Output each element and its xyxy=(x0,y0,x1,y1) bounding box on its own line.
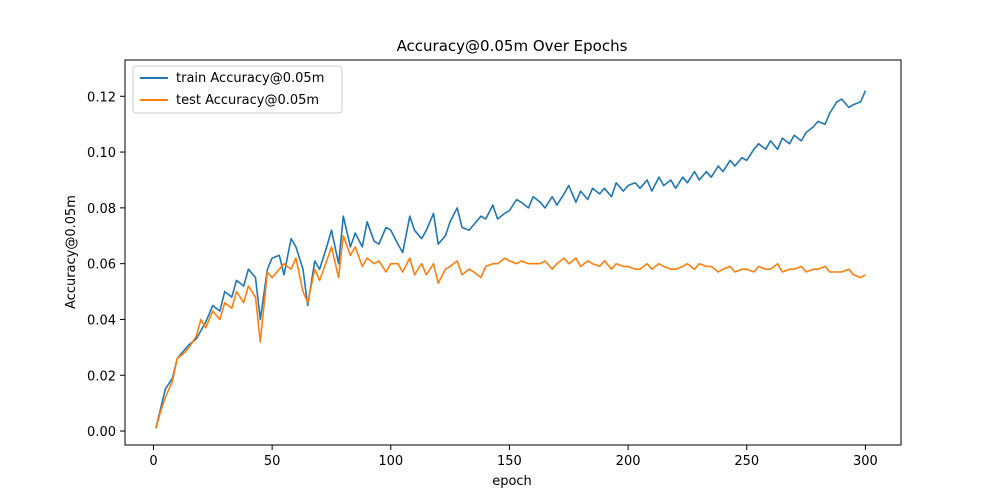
legend-label-test: test Accuracy@0.05m xyxy=(176,93,319,108)
x-tick-label: 250 xyxy=(734,454,759,469)
y-tick-label: 0.00 xyxy=(87,425,116,440)
plot-frame xyxy=(124,59,902,446)
y-tick-label: 0.12 xyxy=(87,90,116,105)
x-tick-label: 300 xyxy=(853,454,878,469)
chart-title: Accuracy@0.05m Over Epochs xyxy=(397,37,628,55)
plot-area xyxy=(124,59,902,446)
legend: train Accuracy@0.05m test Accuracy@0.05m xyxy=(132,65,343,114)
y-tick-label: 0.10 xyxy=(87,146,116,161)
y-tick-label: 0.06 xyxy=(87,258,116,273)
y-tick-label: 0.04 xyxy=(87,313,116,328)
x-tick-label: 100 xyxy=(378,454,403,469)
y-axis: 0.00 0.02 0.04 0.06 0.08 0.10 0.12 xyxy=(87,90,125,440)
x-axis: 0 50 100 150 200 250 300 xyxy=(149,445,878,469)
y-tick-label: 0.08 xyxy=(87,202,116,217)
legend-label-train: train Accuracy@0.05m xyxy=(176,71,324,86)
x-axis-label: epoch xyxy=(492,474,532,489)
legend-box xyxy=(132,65,343,114)
plot-background xyxy=(125,60,901,445)
x-tick-label: 50 xyxy=(264,454,281,469)
x-tick-label: 150 xyxy=(497,454,522,469)
y-tick-label: 0.02 xyxy=(87,369,116,384)
series-layer xyxy=(155,90,867,429)
series-line-test xyxy=(155,235,866,429)
series-line-train xyxy=(155,90,867,429)
x-tick-label: 0 xyxy=(149,454,157,469)
y-axis-label: Accuracy@0.05m xyxy=(64,195,79,309)
x-tick-label: 200 xyxy=(616,454,641,469)
